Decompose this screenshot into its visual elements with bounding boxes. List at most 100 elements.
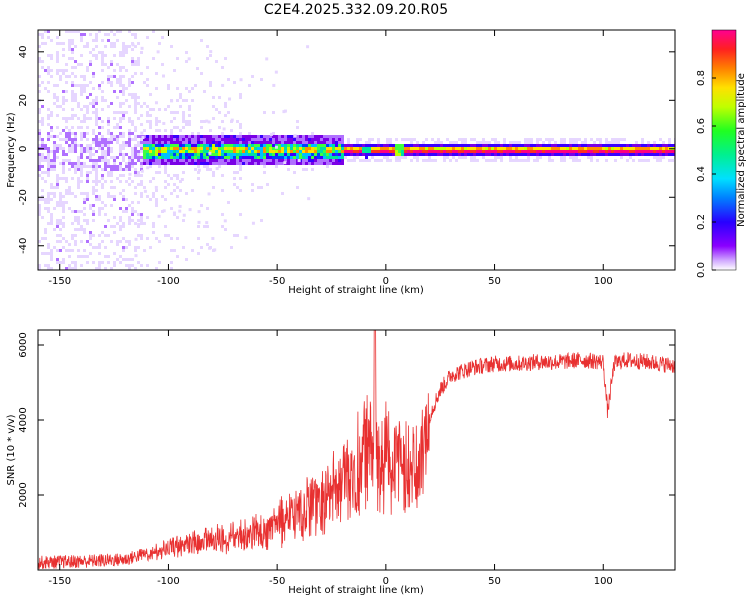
heatmap-cell	[500, 159, 503, 162]
heatmap-cell	[377, 156, 380, 159]
heatmap-cell	[275, 165, 278, 168]
heatmap-cell	[620, 159, 623, 162]
snr-x-label: Height of straight line (km)	[288, 585, 424, 596]
heatmap-cell	[182, 138, 185, 141]
heatmap-cell	[107, 45, 110, 48]
heatmap-cell	[380, 144, 383, 147]
heatmap-cell	[281, 156, 284, 159]
heatmap-cell	[572, 144, 575, 147]
heatmap-cell	[53, 159, 56, 162]
heatmap-cell	[128, 132, 131, 135]
heatmap-cell	[596, 144, 599, 147]
heatmap-cell	[230, 138, 233, 141]
heatmap-cell	[74, 240, 77, 243]
heatmap-cell	[230, 246, 233, 249]
snr-x-ticks: -150 -100 -50 0 50 100	[48, 330, 613, 587]
heatmap-cell	[173, 174, 176, 177]
heatmap-cell	[119, 144, 122, 147]
heatmap-cell	[128, 57, 131, 60]
heatmap-cell	[203, 177, 206, 180]
heatmap-cell	[521, 153, 524, 156]
heatmap-cell	[116, 258, 119, 261]
heatmap-cell	[584, 138, 587, 141]
heatmap-cell	[65, 195, 68, 198]
heatmap-cell	[101, 261, 104, 264]
heatmap-cell	[434, 153, 437, 156]
heatmap-cell	[239, 162, 242, 165]
heatmap-cell	[131, 75, 134, 78]
heatmap-cell	[62, 39, 65, 42]
heatmap-cell	[95, 180, 98, 183]
heatmap-cell	[104, 141, 107, 144]
heatmap-cell	[533, 153, 536, 156]
heatmap-cell	[47, 246, 50, 249]
heatmap-cell	[113, 156, 116, 159]
heatmap-cell	[191, 168, 194, 171]
heatmap-cell	[47, 156, 50, 159]
heatmap-cell	[101, 210, 104, 213]
heatmap-cell	[221, 225, 224, 228]
heatmap-cell	[80, 180, 83, 183]
heatmap-cell	[128, 159, 131, 162]
heatmap-cell	[71, 30, 74, 33]
heatmap-cell	[119, 171, 122, 174]
heatmap-cell	[146, 159, 149, 162]
heatmap-cell	[191, 141, 194, 144]
heatmap-cell	[98, 198, 101, 201]
heatmap-cell	[104, 129, 107, 132]
heatmap-cell	[194, 267, 197, 270]
heatmap-cell	[146, 144, 149, 147]
heatmap-cell	[557, 150, 560, 153]
heatmap-cell	[551, 153, 554, 156]
heatmap-cell	[119, 111, 122, 114]
heatmap-cell	[497, 150, 500, 153]
heatmap-cell	[191, 51, 194, 54]
heatmap-cell	[590, 141, 593, 144]
heatmap-cell	[287, 156, 290, 159]
heatmap-cell	[173, 132, 176, 135]
heatmap-cell	[59, 78, 62, 81]
heatmap-cell	[170, 111, 173, 114]
heatmap-cell	[248, 147, 251, 150]
heatmap-cell	[212, 144, 215, 147]
heatmap-cell	[329, 135, 332, 138]
heatmap-cell	[89, 240, 92, 243]
heatmap-cell	[131, 201, 134, 204]
heatmap-cell	[77, 165, 80, 168]
heatmap-cell	[41, 171, 44, 174]
heatmap-cell	[119, 174, 122, 177]
heatmap-cell	[650, 153, 653, 156]
heatmap-cell	[374, 159, 377, 162]
heatmap-cell	[155, 123, 158, 126]
heatmap-cell	[548, 138, 551, 141]
heatmap-cell	[578, 138, 581, 141]
heatmap-cell	[185, 258, 188, 261]
heatmap-cell	[113, 231, 116, 234]
heatmap-cell	[173, 204, 176, 207]
heatmap-cell	[125, 99, 128, 102]
heatmap-cell	[158, 144, 161, 147]
heatmap-cell	[158, 171, 161, 174]
heatmap-cell	[281, 153, 284, 156]
heatmap-cell	[92, 243, 95, 246]
heatmap-cell	[293, 180, 296, 183]
heatmap-cell	[479, 144, 482, 147]
heatmap-cell	[509, 153, 512, 156]
x-tick-label: -100	[157, 576, 180, 587]
heatmap-cell	[44, 171, 47, 174]
heatmap-cell	[167, 150, 170, 153]
heatmap-cell	[182, 114, 185, 117]
heatmap-cell	[53, 153, 56, 156]
heatmap-cell	[212, 162, 215, 165]
heatmap-cell	[368, 150, 371, 153]
heatmap-cell	[323, 144, 326, 147]
heatmap-cell	[191, 153, 194, 156]
heatmap-cell	[284, 135, 287, 138]
heatmap-cell	[83, 90, 86, 93]
heatmap-cell	[632, 144, 635, 147]
heatmap-cell	[455, 138, 458, 141]
colorbar	[711, 29, 737, 271]
heatmap-cell	[74, 168, 77, 171]
heatmap-cell	[146, 198, 149, 201]
heatmap-cell	[554, 153, 557, 156]
